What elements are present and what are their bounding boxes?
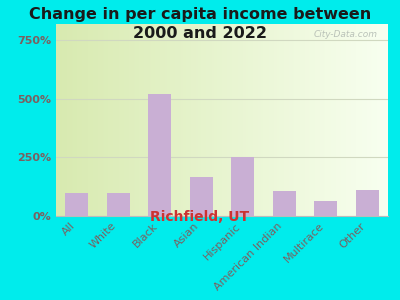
Bar [65, 193, 88, 216]
Bar [107, 193, 130, 216]
Bar [356, 190, 379, 216]
Bar [190, 177, 213, 216]
Bar [273, 191, 296, 216]
Text: City-Data.com: City-Data.com [314, 30, 378, 39]
Bar [314, 201, 337, 216]
Text: Change in per capita income between
2000 and 2022: Change in per capita income between 2000… [29, 8, 371, 41]
Text: Richfield, UT: Richfield, UT [150, 210, 250, 224]
Bar [148, 94, 171, 216]
Bar [231, 158, 254, 216]
